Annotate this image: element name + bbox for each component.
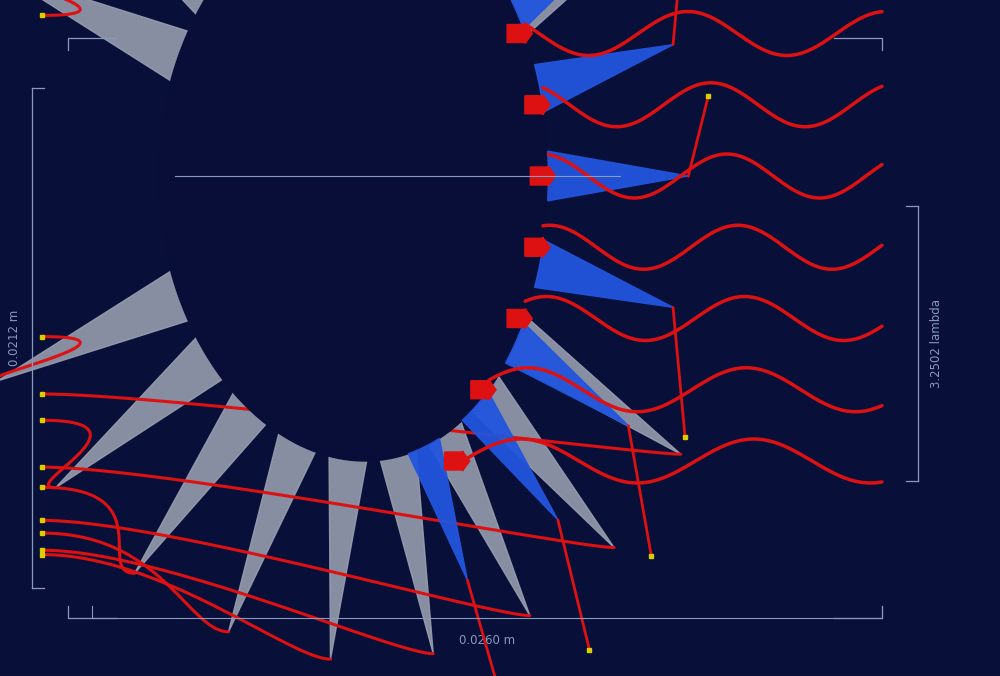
FancyArrow shape xyxy=(507,309,532,329)
Text: 6.7326 lambdaD: 6.7326 lambdaD xyxy=(341,141,439,155)
Text: 3.2502 lambda: 3.2502 lambda xyxy=(930,299,942,387)
Polygon shape xyxy=(135,393,266,573)
FancyArrow shape xyxy=(530,166,556,186)
FancyArrow shape xyxy=(525,95,550,115)
Polygon shape xyxy=(429,422,530,616)
Polygon shape xyxy=(506,0,628,29)
Polygon shape xyxy=(0,0,188,81)
FancyArrow shape xyxy=(444,451,470,471)
Text: 0.0260 m: 0.0260 m xyxy=(459,633,515,646)
Polygon shape xyxy=(56,337,223,488)
Polygon shape xyxy=(380,451,433,654)
Polygon shape xyxy=(408,438,467,580)
Polygon shape xyxy=(0,271,188,381)
Polygon shape xyxy=(507,316,681,454)
Polygon shape xyxy=(535,45,673,112)
Polygon shape xyxy=(506,322,628,426)
Polygon shape xyxy=(548,151,688,201)
Polygon shape xyxy=(329,456,367,659)
Polygon shape xyxy=(535,240,673,308)
FancyArrow shape xyxy=(471,380,496,400)
Polygon shape xyxy=(472,376,614,548)
Polygon shape xyxy=(462,391,558,520)
Text: 0.0212 m: 0.0212 m xyxy=(8,310,21,366)
FancyArrow shape xyxy=(525,237,550,257)
FancyArrow shape xyxy=(507,24,532,43)
Polygon shape xyxy=(229,433,315,632)
Polygon shape xyxy=(56,0,223,15)
Polygon shape xyxy=(507,0,681,36)
Polygon shape xyxy=(158,0,548,461)
